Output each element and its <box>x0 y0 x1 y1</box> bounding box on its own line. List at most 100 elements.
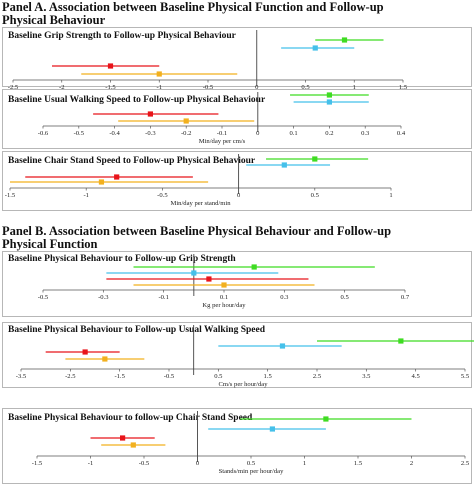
x-tick-label: -0.3 <box>145 130 156 137</box>
x-tick-label: -0.1 <box>217 130 227 137</box>
forest-plot: Baseline Chair Stand Speed to Follow-up … <box>5 154 393 207</box>
point-estimate-red <box>120 435 126 441</box>
x-tick-label: -1.5 <box>32 460 43 467</box>
point-estimate-red <box>82 349 88 355</box>
point-estimate-blue <box>326 99 332 105</box>
point-estimate-green <box>398 338 404 344</box>
point-estimate-orange <box>183 118 189 124</box>
chart-title: Baseline Chair Stand Speed to Follow-up … <box>8 156 256 166</box>
x-tick-label: 3.5 <box>362 373 371 380</box>
x-tick-label: -0.5 <box>74 130 85 137</box>
point-estimate-red <box>206 276 212 282</box>
point-estimate-green <box>323 416 329 422</box>
chart-behaviour-to-chair: Baseline Physical Behaviour to follow-up… <box>2 408 472 484</box>
x-axis-label: Min/day per cm/s <box>199 138 246 145</box>
x-tick-label: 0.5 <box>311 192 320 199</box>
x-tick-label: -1.5 <box>105 84 116 91</box>
x-tick-label: 0.5 <box>247 460 256 467</box>
x-tick-label: 0.5 <box>214 373 223 380</box>
x-tick-label: -0.5 <box>203 84 214 91</box>
point-estimate-orange <box>156 71 162 77</box>
x-tick-label: -1 <box>88 460 94 467</box>
x-tick-label: -0.5 <box>38 294 49 301</box>
chart-title: Baseline Physical Behaviour to Follow-up… <box>8 325 266 335</box>
point-estimate-green <box>251 264 257 270</box>
chart-chair-to-behaviour: Baseline Chair Stand Speed to Follow-up … <box>2 151 472 211</box>
point-estimate-red <box>147 111 153 117</box>
forest-plot: Baseline Usual Walking Speed to Follow-u… <box>8 92 406 145</box>
point-estimate-orange <box>221 282 227 288</box>
point-estimate-red <box>114 174 120 180</box>
x-tick-label: 1.5 <box>264 373 273 380</box>
forest-plot: Baseline Physical Behaviour to Follow-up… <box>8 254 410 309</box>
x-tick-label: 0.1 <box>220 294 228 301</box>
forest-plot: Baseline Grip Strength to Follow-up Phys… <box>8 30 408 99</box>
x-tick-label: 0.7 <box>401 294 410 301</box>
x-tick-label: -2 <box>59 84 65 91</box>
x-tick-label: -3.5 <box>16 373 27 380</box>
point-estimate-blue <box>281 162 287 168</box>
point-estimate-blue <box>191 270 197 276</box>
x-tick-label: -0.2 <box>181 130 191 137</box>
x-tick-label: 1.5 <box>399 84 408 91</box>
panel-b-title: Panel B. Association between Baseline Ph… <box>2 224 392 251</box>
x-tick-label: -0.5 <box>164 373 175 380</box>
x-tick-label: 1 <box>353 84 356 91</box>
x-tick-label: 0 <box>196 460 200 467</box>
x-tick-label: 0.1 <box>289 130 297 137</box>
x-tick-label: -1 <box>157 84 163 91</box>
x-axis-label: Kg per hour/day <box>202 302 246 309</box>
x-tick-label: 2.5 <box>313 373 322 380</box>
x-axis-label: Cm/s per hour/day <box>218 381 268 388</box>
point-estimate-blue <box>279 343 286 349</box>
chart-title: Baseline Usual Walking Speed to Follow-u… <box>8 95 266 105</box>
chart-behaviour-to-grip: Baseline Physical Behaviour to Follow-up… <box>2 251 472 317</box>
x-tick-label: -1 <box>83 192 89 199</box>
x-tick-label: 1 <box>303 460 306 467</box>
x-tick-label: -0.4 <box>109 130 120 137</box>
x-tick-label: -0.1 <box>158 294 168 301</box>
x-axis-label: Min/day per stand/min <box>170 200 231 207</box>
x-tick-label: -1.5 <box>5 192 16 199</box>
chart-title: Baseline Physical Behaviour to Follow-up… <box>8 254 236 264</box>
x-tick-label: 0 <box>255 84 259 91</box>
chart-grip-to-behaviour: Baseline Grip Strength to Follow-up Phys… <box>2 27 472 99</box>
x-axis-label: Stands/min per hour/day <box>219 468 285 475</box>
x-tick-label: 1 <box>389 192 392 199</box>
chart-walking-to-behaviour: Baseline Usual Walking Speed to Follow-u… <box>2 89 472 149</box>
x-tick-label: -0.3 <box>98 294 109 301</box>
point-estimate-red <box>107 63 114 69</box>
point-estimate-orange <box>102 356 108 362</box>
x-tick-label: 0 <box>237 192 241 199</box>
point-estimate-orange <box>130 442 136 448</box>
chart-behaviour-to-walking: Baseline Physical Behaviour to Follow-up… <box>2 322 474 388</box>
x-tick-label: 0.3 <box>280 294 289 301</box>
x-tick-label: -1.5 <box>114 373 125 380</box>
x-tick-label: -0.5 <box>139 460 150 467</box>
x-tick-label: 0.2 <box>325 130 333 137</box>
x-tick-label: 4.5 <box>412 373 421 380</box>
point-estimate-blue <box>269 426 275 432</box>
x-tick-label: 2.5 <box>461 460 470 467</box>
x-tick-label: 0.5 <box>301 84 310 91</box>
point-estimate-green <box>341 37 348 43</box>
point-estimate-green <box>312 156 318 162</box>
x-tick-label: -0.6 <box>38 130 49 137</box>
x-tick-label: 0.4 <box>397 130 406 137</box>
forest-plot: Baseline Physical Behaviour to follow-up… <box>8 411 470 475</box>
x-tick-label: -0.5 <box>157 192 168 199</box>
x-tick-label: 2 <box>410 460 413 467</box>
x-tick-label: 0.3 <box>361 130 370 137</box>
x-tick-label: -2.5 <box>65 373 76 380</box>
point-estimate-orange <box>98 179 105 185</box>
point-estimate-green <box>326 92 332 98</box>
x-tick-label: -2.5 <box>8 84 19 91</box>
chart-title: Baseline Grip Strength to Follow-up Phys… <box>8 31 237 41</box>
x-tick-label: 1.5 <box>354 460 363 467</box>
panel-a-title: Panel A. Association between Baseline Ph… <box>2 0 384 27</box>
chart-title: Baseline Physical Behaviour to follow-up… <box>8 413 253 423</box>
forest-plot: Baseline Physical Behaviour to Follow-up… <box>8 325 474 388</box>
x-tick-label: 0 <box>256 130 260 137</box>
x-tick-label: 0.5 <box>341 294 350 301</box>
x-tick-label: 5.5 <box>461 373 470 380</box>
